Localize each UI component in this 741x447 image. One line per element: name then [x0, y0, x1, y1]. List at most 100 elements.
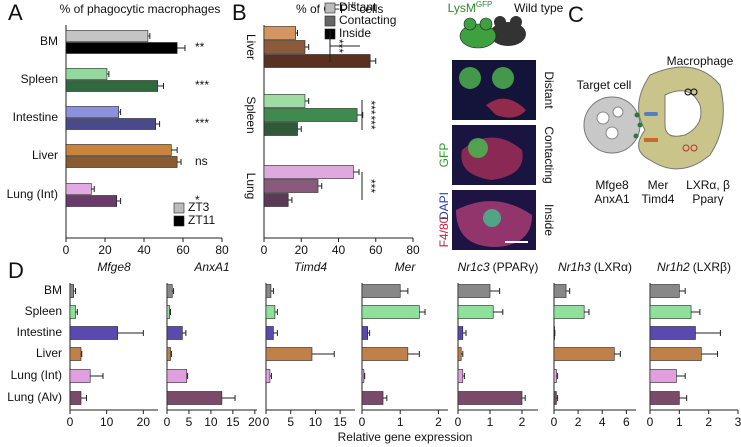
bar	[166, 326, 183, 340]
error-bar	[171, 147, 178, 153]
chart-title: Mfge8	[97, 260, 131, 274]
chart-title: % of phagocytic macrophages	[60, 2, 221, 16]
category-label: Lung (Int)	[11, 368, 62, 382]
x-tick-label: 0	[263, 415, 270, 429]
diagram-label: Pparγ	[692, 192, 723, 206]
diagram-label: Timd4	[642, 192, 675, 206]
bar	[361, 391, 384, 405]
bar	[166, 305, 170, 319]
bar	[553, 305, 585, 319]
category-label: Intestine	[13, 110, 59, 124]
error-bar	[155, 121, 161, 127]
error-bar	[170, 351, 172, 357]
bar	[361, 305, 420, 319]
chart-title: % of phagocytic macrophages	[60, 2, 221, 16]
error-bar	[288, 197, 293, 203]
error-bar	[691, 309, 701, 315]
error-bar	[318, 183, 323, 189]
chart-title: Nr1c3	[458, 260, 490, 274]
bar	[649, 347, 702, 361]
bar	[457, 326, 464, 340]
error-bar	[116, 198, 122, 204]
bar	[553, 369, 557, 383]
bar	[69, 305, 76, 319]
bar	[65, 156, 178, 168]
stain-label: GFP	[437, 143, 451, 168]
x-tick-label: 3	[735, 415, 741, 429]
x-tick-label: 0	[551, 415, 558, 429]
error-bar	[353, 169, 360, 175]
bar	[553, 284, 567, 298]
x-tick-label: 80	[215, 243, 229, 257]
x-tick-label: 2	[705, 415, 712, 429]
bar	[166, 369, 188, 383]
chart-title: cells	[356, 2, 383, 16]
bar	[263, 122, 298, 136]
bar	[166, 284, 173, 298]
diagram-label: LXRα, β	[686, 178, 730, 192]
mice-illustration	[459, 16, 526, 49]
error-bar	[177, 159, 182, 165]
error-bar	[117, 330, 144, 336]
x-tick-label: 15	[333, 415, 347, 429]
stain-label: F4/80	[437, 216, 451, 247]
error-bar	[297, 126, 302, 132]
legend-label: ZT11	[188, 213, 215, 227]
bar	[265, 326, 274, 340]
x-tick-label: 1	[397, 415, 404, 429]
x-tick-label: 0	[63, 243, 70, 257]
significance: **	[195, 40, 205, 54]
category-label: Spleen	[25, 304, 62, 318]
category-label: Liver	[32, 148, 58, 162]
category-label: Spleen	[21, 72, 58, 86]
category-label: Liver	[36, 346, 62, 360]
bar	[65, 144, 172, 156]
bar	[65, 30, 149, 42]
error-bar	[566, 288, 571, 294]
error-bar	[419, 309, 426, 315]
error-bar	[75, 309, 78, 315]
chart-title: Nr1h3 (LXRα)	[558, 260, 632, 274]
chart-title: Nr1c3 (PPARγ)	[458, 260, 539, 274]
panel-label: D	[8, 258, 24, 283]
x-tick-label: 0	[359, 415, 366, 429]
x-tick-label: 20	[248, 415, 262, 429]
bar	[649, 284, 680, 298]
x-tick-label: 40	[332, 243, 346, 257]
chart-subtitle: (LXRβ)	[693, 260, 731, 274]
category-label: Lung (Int)	[7, 187, 58, 201]
legend-swatch	[324, 2, 336, 14]
legend-swatch	[173, 202, 185, 214]
bar	[263, 54, 371, 68]
error-bar	[407, 351, 420, 357]
bar	[361, 369, 365, 383]
x-axis-title: Relative gene expression	[338, 430, 473, 444]
x-tick-label: 6	[623, 415, 630, 429]
bar	[457, 284, 491, 298]
bar	[457, 369, 464, 383]
error-bar	[304, 44, 310, 50]
diagram-label: Macrophage	[667, 54, 734, 68]
error-bar	[584, 309, 590, 315]
error-bar	[177, 45, 186, 51]
chart-title: Nr1h2	[657, 260, 690, 274]
mouse-label-sup: GFP	[476, 0, 492, 9]
diagram-label: Mfge8	[595, 178, 629, 192]
error-bar	[118, 109, 122, 115]
error-bar	[73, 288, 76, 294]
category-label: BM	[44, 283, 62, 297]
error-bar	[91, 186, 95, 192]
panel-label: A	[8, 0, 23, 25]
bar	[263, 40, 306, 54]
error-bar	[461, 351, 464, 357]
bar	[263, 94, 306, 108]
chart-title: Mfge8	[97, 260, 131, 274]
panel-label: B	[232, 0, 247, 25]
bar	[69, 284, 74, 298]
error-bar	[157, 83, 164, 89]
error-bar	[676, 373, 686, 379]
panel-label: C	[568, 2, 584, 27]
error-bar	[522, 395, 526, 401]
bar	[361, 347, 409, 361]
